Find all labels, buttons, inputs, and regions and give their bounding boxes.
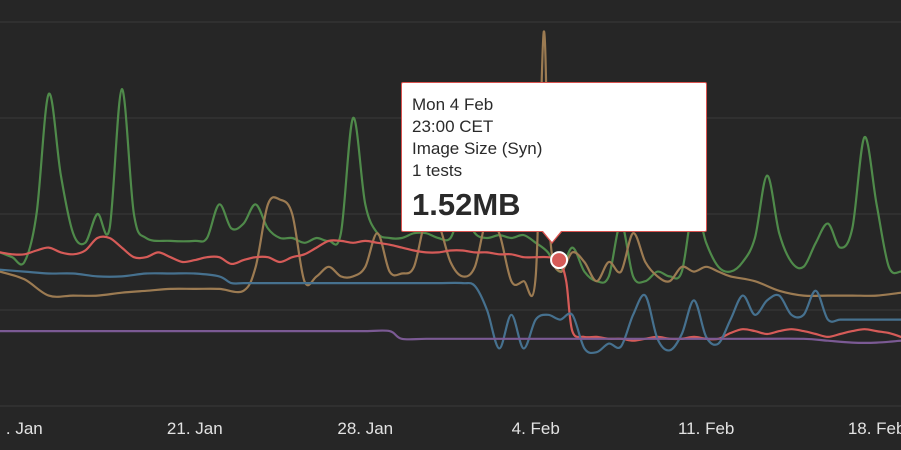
x-tick-label: 11. Feb bbox=[678, 419, 734, 438]
tooltip-metric: Image Size (Syn) bbox=[412, 139, 543, 158]
x-tick-label: 4. Feb bbox=[512, 419, 560, 438]
tooltip: Mon 4 Feb 23:00 CET Image Size (Syn) 1 t… bbox=[401, 82, 707, 232]
tooltip-value: 1.52MB bbox=[412, 187, 521, 222]
tooltip-arrow bbox=[543, 231, 561, 242]
x-tick-label: 18. Feb bbox=[848, 419, 901, 438]
x-tick-label: 28. Jan bbox=[337, 419, 393, 438]
tooltip-date: Mon 4 Feb bbox=[412, 95, 494, 114]
x-axis: . Jan 21. Jan 28. Jan 4. Feb 11. Feb 18. Feb bbox=[6, 419, 901, 438]
series-line-4[interactable] bbox=[0, 268, 901, 355]
x-tick-label: 21. Jan bbox=[167, 419, 223, 438]
tooltip-time: 23:00 CET bbox=[412, 117, 494, 136]
x-tick-label: . Jan bbox=[6, 419, 43, 438]
series-line-3[interactable] bbox=[0, 235, 901, 342]
highlighted-point[interactable] bbox=[550, 251, 569, 270]
tooltip-count: 1 tests bbox=[412, 161, 463, 180]
series-line-5[interactable] bbox=[0, 329, 901, 344]
highlight-markers bbox=[550, 251, 569, 270]
